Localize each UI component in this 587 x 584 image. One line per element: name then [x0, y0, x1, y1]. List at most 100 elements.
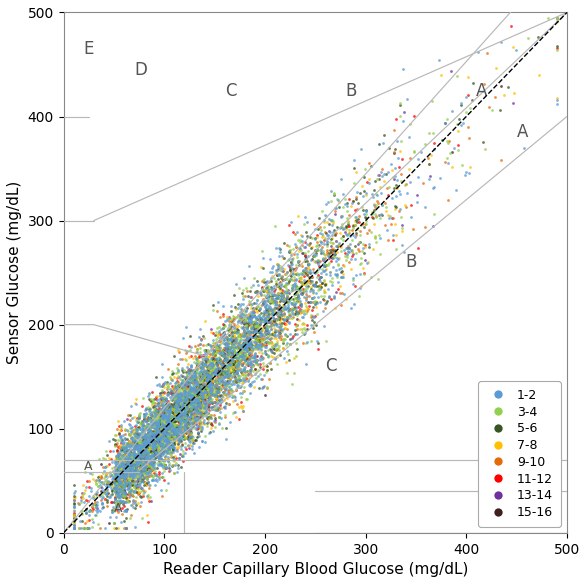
- Point: [239, 343, 248, 352]
- Point: [128, 456, 137, 465]
- Point: [275, 328, 284, 338]
- Point: [183, 401, 193, 411]
- Point: [160, 413, 170, 423]
- Point: [182, 380, 191, 390]
- Point: [188, 370, 197, 379]
- Point: [167, 394, 177, 403]
- Point: [188, 399, 197, 409]
- Point: [161, 401, 171, 411]
- Point: [241, 307, 250, 317]
- Point: [191, 409, 201, 418]
- Point: [285, 266, 295, 275]
- Point: [142, 439, 151, 449]
- Point: [139, 474, 149, 483]
- Point: [198, 410, 207, 419]
- Point: [183, 417, 192, 426]
- Point: [252, 295, 262, 304]
- Point: [181, 408, 190, 417]
- Point: [228, 357, 238, 366]
- Point: [158, 423, 168, 432]
- Point: [138, 470, 147, 479]
- Point: [144, 428, 154, 437]
- Point: [113, 435, 122, 444]
- Point: [218, 336, 227, 345]
- Point: [249, 328, 258, 337]
- Point: [208, 349, 218, 358]
- Point: [173, 412, 182, 422]
- Point: [147, 427, 156, 436]
- Point: [352, 228, 361, 238]
- Point: [122, 454, 131, 463]
- Point: [219, 377, 228, 387]
- Point: [134, 418, 143, 427]
- Point: [238, 300, 247, 309]
- Point: [157, 396, 166, 405]
- Point: [173, 463, 183, 472]
- Point: [241, 342, 250, 351]
- Point: [122, 505, 131, 515]
- Point: [218, 368, 227, 377]
- Point: [154, 446, 163, 456]
- Point: [145, 422, 154, 432]
- Point: [193, 421, 202, 430]
- Point: [194, 393, 204, 402]
- Point: [116, 422, 125, 432]
- Point: [245, 360, 255, 370]
- Point: [131, 394, 140, 404]
- Point: [328, 248, 338, 257]
- Point: [125, 410, 134, 419]
- Point: [258, 339, 267, 349]
- Point: [237, 322, 246, 331]
- Point: [112, 440, 121, 450]
- Point: [245, 320, 254, 329]
- Point: [155, 406, 164, 415]
- Point: [143, 427, 153, 437]
- Point: [255, 326, 264, 336]
- Point: [143, 449, 152, 458]
- Point: [252, 367, 261, 376]
- Point: [234, 402, 244, 412]
- Point: [206, 413, 215, 423]
- Point: [167, 440, 176, 450]
- Point: [207, 389, 216, 398]
- Point: [183, 371, 192, 380]
- Point: [267, 298, 276, 307]
- Point: [203, 374, 212, 383]
- Point: [128, 450, 137, 460]
- Point: [154, 440, 163, 449]
- Point: [318, 265, 327, 274]
- Point: [163, 390, 173, 399]
- Point: [284, 305, 294, 314]
- Point: [245, 286, 255, 296]
- Point: [167, 443, 177, 452]
- Point: [112, 430, 121, 440]
- Point: [173, 391, 183, 400]
- Point: [81, 495, 90, 505]
- Point: [198, 378, 208, 388]
- Point: [85, 469, 95, 478]
- Point: [180, 412, 189, 421]
- Point: [188, 354, 197, 363]
- Point: [203, 360, 212, 370]
- Point: [267, 293, 276, 302]
- Point: [201, 407, 210, 416]
- Point: [237, 308, 246, 318]
- Point: [214, 396, 224, 405]
- Point: [205, 371, 214, 380]
- Point: [140, 447, 150, 457]
- Point: [197, 424, 207, 433]
- Point: [178, 385, 188, 395]
- Point: [392, 176, 402, 185]
- Point: [141, 424, 151, 433]
- Point: [118, 489, 127, 499]
- Point: [116, 486, 125, 495]
- Point: [294, 307, 303, 316]
- Point: [199, 392, 208, 401]
- Point: [276, 280, 286, 289]
- Point: [207, 379, 217, 388]
- Point: [100, 476, 110, 485]
- Point: [245, 388, 255, 398]
- Point: [161, 485, 170, 495]
- Point: [90, 500, 100, 509]
- Point: [158, 425, 167, 434]
